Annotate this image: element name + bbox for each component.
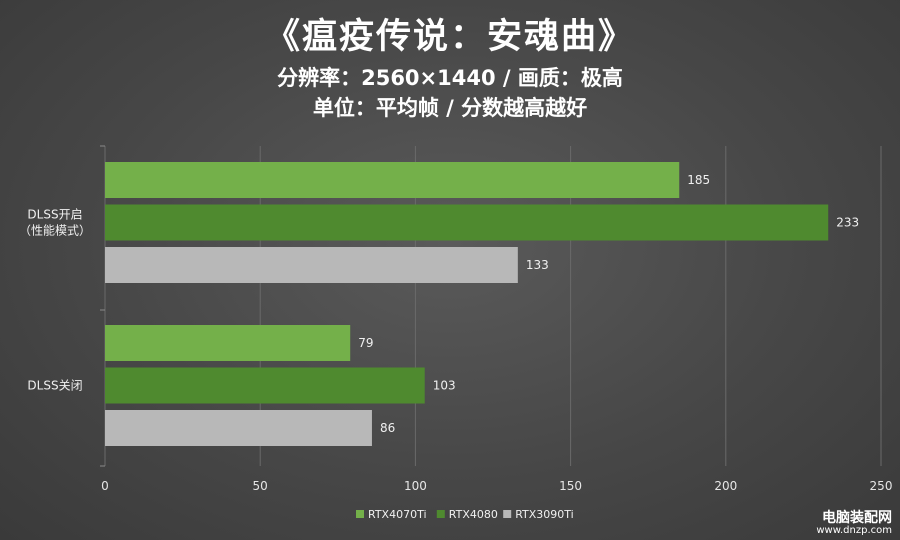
legend-swatch-rtx4070ti [356,510,364,518]
chart-title: 《瘟疫传说：安魂曲》 [264,16,635,57]
x-tick-label-150: 150 [559,479,582,493]
legend-swatch-rtx3090ti [503,510,512,518]
data-label-rtx3090ti-group-0: 133 [526,258,549,272]
legend-swatch-rtx4080 [436,510,445,518]
x-tick-label-200: 200 [714,479,737,493]
data-label-rtx4070ti-group-1: 79 [358,336,373,350]
chart-subtitle-resolution: 分辨率：2560×1440 / 画质：极高 [277,66,623,90]
data-label-rtx4080-group-1: 103 [433,379,456,393]
data-label-rtx4080-group-0: 233 [836,216,859,230]
y-category-label-0: DLSS开启 （性能模式） [19,208,91,238]
bar-rtx4070ti-group-0 [105,162,680,198]
y-category-label-line: DLSS关闭 [27,379,82,393]
legend-label-rtx3090ti: RTX3090Ti [515,508,574,521]
chart-subtitle-unit: 单位：平均帧 / 分数越高越好 [312,96,588,120]
legend-label-rtx4080: RTX4080 [449,508,498,521]
x-tick-label-0: 0 [101,479,109,493]
bar-rtx4070ti-group-1 [105,325,351,361]
x-tick-label-100: 100 [404,479,427,493]
bar-rtx4080-group-0 [105,204,829,241]
data-label-rtx4070ti-group-0: 185 [687,173,710,187]
y-category-label-1: DLSS关闭 [27,379,82,393]
watermark: 电脑装配网 www.dnzp.com [816,511,892,536]
watermark-text: 电脑装配网 [822,509,892,526]
x-tick-label-250: 250 [870,479,893,493]
legend-label-rtx4070ti: RTX4070Ti [368,508,427,521]
watermark-url: www.dnzp.com [816,524,892,536]
data-label-rtx3090ti-group-1: 86 [380,421,395,435]
y-category-label-line: DLSS开启 [27,208,82,222]
bar-rtx3090ti-group-1 [105,410,372,446]
bar-rtx3090ti-group-0 [105,247,518,283]
y-category-label-line: （性能模式） [19,224,91,238]
x-tick-label-50: 50 [253,479,268,493]
bar-rtx4080-group-1 [105,367,425,404]
